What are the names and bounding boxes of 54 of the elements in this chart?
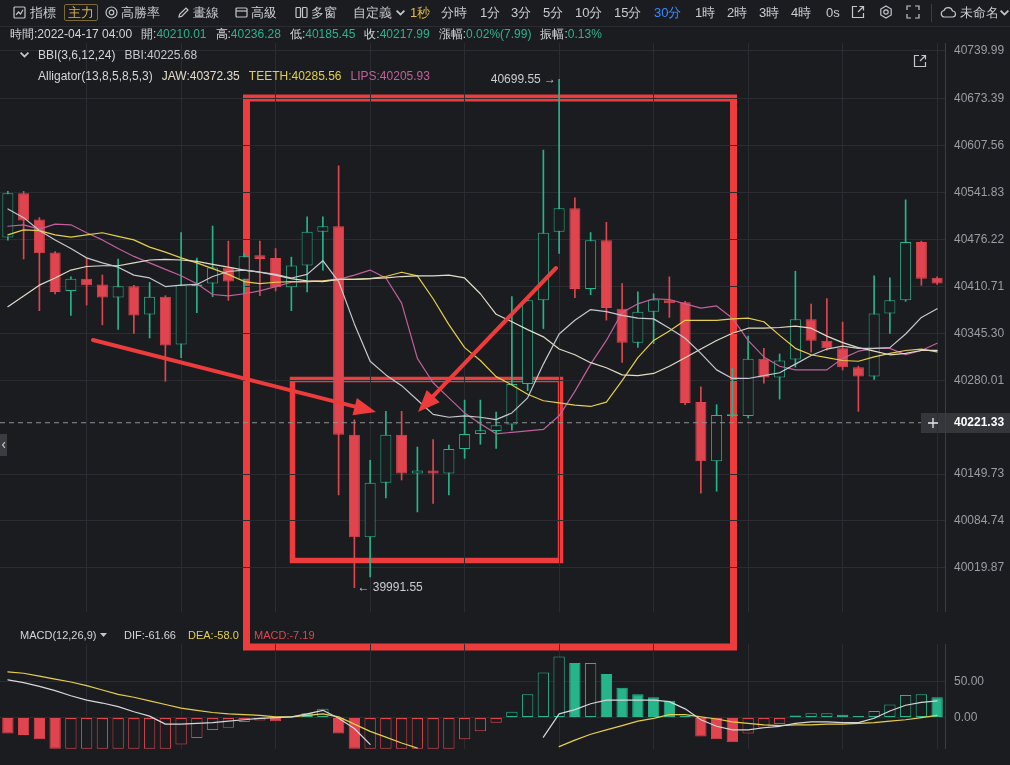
y-tick-label: 40607.56 <box>954 137 1005 152</box>
annotation: 40699.55 → <box>490 71 557 86</box>
text: 振幅:0.13% <box>540 27 602 41</box>
text: 3分 <box>511 5 532 20</box>
text: LIPS:40205.93 <box>350 69 430 83</box>
y-tick-label: 40019.87 <box>954 559 1005 574</box>
text: 未命名 <box>960 5 999 20</box>
text: 1分 <box>480 5 501 20</box>
text: 漲幅:0.02%(7.99) <box>438 27 532 41</box>
text: 自定義 <box>353 5 392 20</box>
text: 多窗 <box>311 5 337 20</box>
y-tick-label: 40410.71 <box>954 279 1005 294</box>
annotation: ← 39991.55 <box>357 580 424 595</box>
text: 1時 <box>695 5 716 20</box>
text: 高:40236.28 <box>215 27 281 41</box>
y-tick-label: 40149.73 <box>954 466 1005 481</box>
text: 10分 <box>575 5 603 20</box>
text: TEETH:40285.56 <box>248 69 342 83</box>
text: 2時 <box>727 5 748 20</box>
text: DEA:-58.0 <box>188 628 239 642</box>
text: DIF:-61.66 <box>124 628 176 642</box>
text: 1秒 <box>410 5 431 20</box>
text: 15分 <box>614 5 642 20</box>
y-tick-label: 50.00 <box>954 673 985 688</box>
text: 開:40210.01 <box>141 27 207 41</box>
y-tick-label: 40280.01 <box>954 372 1005 387</box>
y-tick-label: 0.00 <box>954 709 978 724</box>
annotation: BBI(3,6,12,24) <box>38 48 116 62</box>
text: JAW:40372.35 <box>161 69 240 83</box>
y-tick-label: 40673.39 <box>954 90 1005 105</box>
text: 高勝率 <box>121 5 160 20</box>
y-tick-label: 40476.22 <box>954 232 1005 247</box>
y-tick-label: 40345.30 <box>954 326 1005 341</box>
y-tick-label: 40221.33 <box>954 415 1005 430</box>
text: MACD:-7.19 <box>254 628 315 642</box>
text: 指標 <box>30 5 56 20</box>
text: 5分 <box>543 5 564 20</box>
text: BBI:40225.68 <box>124 48 198 62</box>
text: 30分 <box>654 5 682 20</box>
text: 主力 <box>64 4 98 21</box>
y-tick-label: 40084.74 <box>954 513 1005 528</box>
text: 分時 <box>441 5 467 20</box>
text: 高級 <box>251 5 277 20</box>
text: 0s <box>826 5 840 20</box>
text: 低:40185.45 <box>289 27 356 41</box>
text: 3時 <box>759 5 780 20</box>
y-tick-label: 40739.99 <box>954 42 1005 57</box>
y-tick-label: 40541.83 <box>954 184 1005 199</box>
annotation: Alligator(13,8,5,8,5,3) <box>38 69 153 83</box>
text: 4時 <box>791 5 812 20</box>
text: 畫線 <box>193 5 219 20</box>
chart-title: MACD(12,26,9) <box>20 628 97 642</box>
text: 收:40217.99 <box>364 27 430 41</box>
text: 時間:2022-04-17 04:00 <box>10 27 133 41</box>
